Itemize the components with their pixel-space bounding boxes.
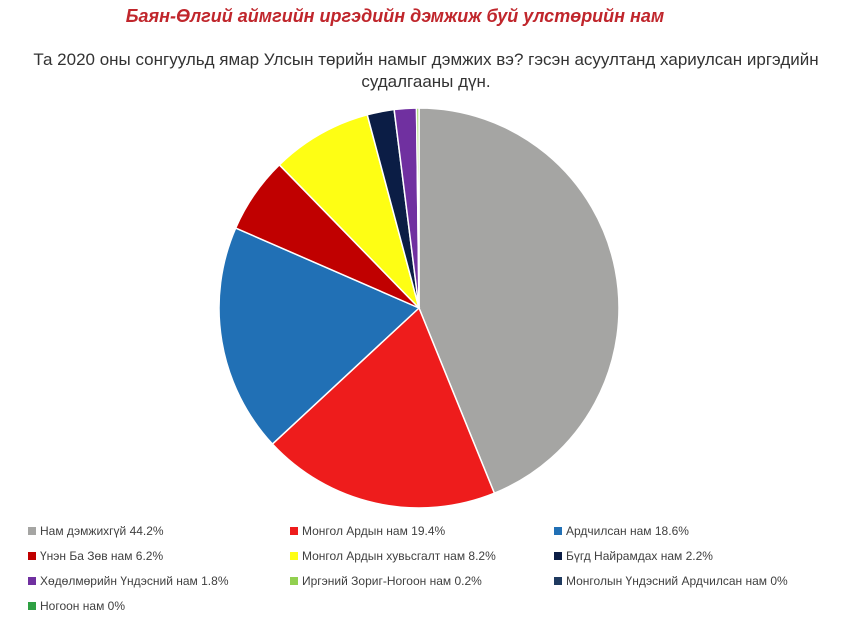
legend-swatch: [28, 577, 36, 585]
legend-swatch: [554, 577, 562, 585]
legend-item: Иргэний Зориг-Ногоон нам 0.2%: [290, 574, 482, 588]
legend-label: Монголын Үндэсний Ардчилсан нам 0%: [566, 574, 788, 588]
pie-slice: [415, 107, 420, 309]
legend-item: Монгол Ардын нам 19.4%: [290, 524, 445, 538]
pie-chart: [218, 107, 620, 509]
chart-header-title: Баян-Өлгий аймгийн иргэдийн дэмжиж буй у…: [125, 6, 665, 26]
legend-item: Бүгд Найрамдах нам 2.2%: [554, 549, 713, 563]
chart-title-line-1: Та 2020 оны сонгуульд ямар Улсын төрийн …: [33, 50, 819, 69]
legend-swatch: [290, 552, 298, 560]
legend-swatch: [554, 552, 562, 560]
legend-label: Ардчилсан нам 18.6%: [566, 524, 689, 538]
legend-item: Нам дэмжихгүй 44.2%: [28, 524, 164, 538]
chart-title: Та 2020 оны сонгуульд ямар Улсын төрийн …: [0, 49, 852, 93]
chart-title-line-2: судалгааны дүн.: [361, 72, 491, 91]
legend-swatch: [28, 552, 36, 560]
legend-item: Ардчилсан нам 18.6%: [554, 524, 689, 538]
pie-slice: [418, 107, 620, 495]
pie-slice: [271, 306, 496, 509]
legend-swatch: [28, 602, 36, 610]
legend-item: Ногоон нам 0%: [28, 599, 125, 613]
legend-swatch: [290, 577, 298, 585]
legend-item: Монголын Үндэсний Ардчилсан нам 0%: [554, 574, 788, 588]
legend-label: Ногоон нам 0%: [40, 599, 125, 613]
legend-label: Үнэн Ба Зөв нам 6.2%: [40, 549, 164, 563]
legend-item: Хөдөлмөрийн Үндэсний нам 1.8%: [28, 574, 228, 588]
legend-item: Үнэн Ба Зөв нам 6.2%: [28, 549, 163, 563]
legend-label: Бүгд Найрамдах нам 2.2%: [566, 549, 713, 563]
legend-swatch: [554, 527, 562, 535]
legend-label: Нам дэмжихгүй 44.2%: [40, 524, 164, 538]
legend-label: Хөдөлмөрийн Үндэсний нам 1.8%: [40, 574, 229, 588]
legend-item: Монгол Ардын хувьсгалт нам 8.2%: [290, 549, 496, 563]
legend-swatch: [290, 527, 298, 535]
legend-label: Монгол Ардын нам 19.4%: [302, 524, 446, 538]
legend-label: Монгол Ардын хувьсгалт нам 8.2%: [302, 549, 496, 563]
pie-slice: [278, 113, 421, 311]
pie-slice: [218, 227, 421, 446]
legend-label: Иргэний Зориг-Ногоон нам 0.2%: [302, 574, 482, 588]
legend-swatch: [28, 527, 36, 535]
